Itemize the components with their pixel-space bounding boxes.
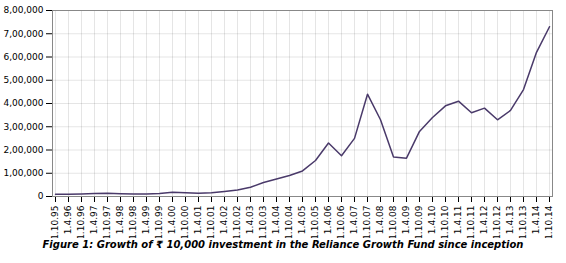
svg-text:1.4.98: 1.4.98 [115, 205, 125, 234]
svg-text:1.10.00: 1.10.00 [180, 205, 190, 238]
svg-text:1,00,000: 1,00,000 [3, 168, 43, 178]
svg-text:1.4.12: 1.4.12 [479, 206, 489, 235]
svg-text:1.10.98: 1.10.98 [128, 205, 138, 238]
svg-text:1.4.07: 1.4.07 [349, 206, 359, 235]
svg-text:7,00,000: 7,00,000 [3, 29, 43, 39]
html-text:Figure 1: Growth of ₹ 10,000 i: Figure 1: Growth of ₹ 10,000 investment … [42, 239, 524, 250]
svg-text:6,00,000: 6,00,000 [3, 52, 43, 62]
svg-text:4,00,000: 4,00,000 [3, 98, 43, 108]
svg-text:1.4.99: 1.4.99 [141, 205, 151, 234]
svg-text:1.4.96: 1.4.96 [63, 205, 73, 234]
svg-text:8,00,000: 8,00,000 [3, 5, 43, 15]
svg-text:1.4.11: 1.4.11 [453, 206, 463, 235]
svg-text:1.4.10: 1.4.10 [427, 205, 437, 234]
svg-text:1.10.08: 1.10.08 [388, 205, 398, 238]
svg-text:1.4.14: 1.4.14 [531, 205, 541, 234]
svg-text:1.10.03: 1.10.03 [258, 206, 268, 239]
svg-text:1.10.11: 1.10.11 [466, 206, 476, 239]
svg-text:1.10.14: 1.10.14 [544, 205, 554, 238]
svg-text:1.4.97: 1.4.97 [89, 206, 99, 235]
svg-text:2,00,000: 2,00,000 [3, 145, 43, 155]
svg-text:1.4.02: 1.4.02 [219, 206, 229, 235]
svg-text:1.10.05: 1.10.05 [310, 206, 320, 239]
svg-text:1.10.95: 1.10.95 [50, 206, 60, 239]
svg-text:1.4.06: 1.4.06 [323, 205, 333, 234]
svg-text:1.10.10: 1.10.10 [440, 205, 450, 238]
svg-text:1.4.04: 1.4.04 [271, 205, 281, 234]
svg-text:1.10.99: 1.10.99 [154, 205, 164, 238]
svg-text:1.4.05: 1.4.05 [297, 206, 307, 235]
svg-text:0: 0 [38, 191, 44, 201]
svg-text:1.10.01: 1.10.01 [206, 206, 216, 239]
svg-text:1.10.13: 1.10.13 [518, 206, 528, 239]
svg-text:1.10.04: 1.10.04 [284, 205, 294, 238]
svg-text:1.4.03: 1.4.03 [245, 206, 255, 235]
svg-text:1.4.13: 1.4.13 [505, 206, 515, 235]
svg-text:1.4.09: 1.4.09 [401, 205, 411, 234]
svg-text:1.10.06: 1.10.06 [336, 205, 346, 238]
svg-text:1.10.97: 1.10.97 [102, 206, 112, 239]
svg-text:1.10.96: 1.10.96 [76, 205, 86, 238]
svg-text:1.10.07: 1.10.07 [362, 206, 372, 239]
svg-text:1.10.09: 1.10.09 [414, 205, 424, 238]
svg-text:1.4.01: 1.4.01 [193, 206, 203, 235]
svg-text:1.10.12: 1.10.12 [492, 206, 502, 239]
svg-text:1.4.08: 1.4.08 [375, 205, 385, 234]
svg-text:5,00,000: 5,00,000 [3, 75, 43, 85]
svg-text:3,00,000: 3,00,000 [3, 122, 43, 132]
svg-text:1.10.02: 1.10.02 [232, 206, 242, 239]
svg-text:1.4.00: 1.4.00 [167, 205, 177, 234]
